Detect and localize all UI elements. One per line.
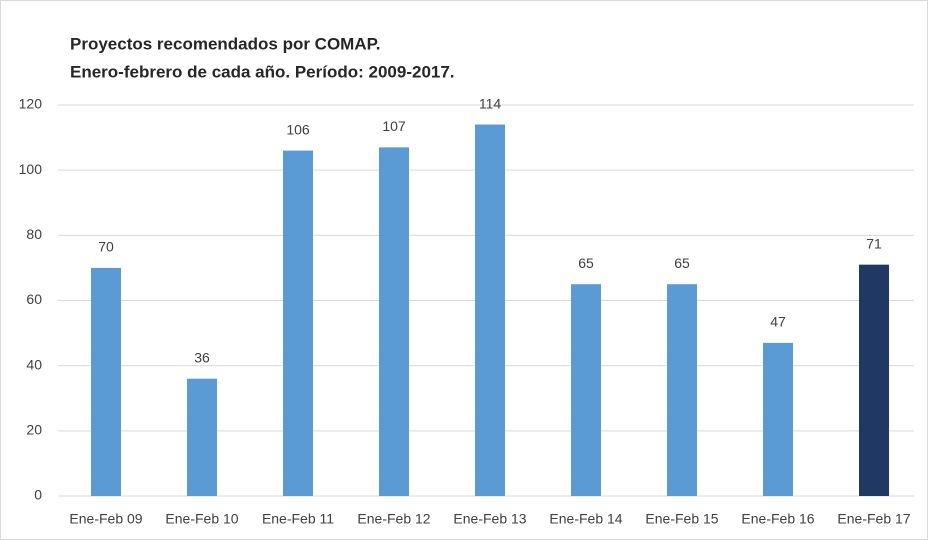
x-tick-label: Ene-Feb 15 — [645, 511, 718, 527]
data-label: 65 — [578, 255, 594, 271]
x-tick-label: Ene-Feb 16 — [741, 511, 814, 527]
y-tick-label: 40 — [26, 356, 42, 372]
x-tick-label: Ene-Feb 13 — [453, 511, 526, 527]
bar — [571, 284, 601, 496]
bar — [859, 264, 889, 496]
data-label: 106 — [286, 121, 310, 137]
y-tick-label: 60 — [26, 291, 42, 307]
bar — [91, 267, 121, 496]
x-tick-label: Ene-Feb 12 — [357, 511, 430, 527]
x-tick-label: Ene-Feb 09 — [69, 511, 142, 527]
data-label: 65 — [674, 255, 690, 271]
bar — [475, 124, 505, 497]
y-tick-label: 80 — [26, 226, 42, 242]
x-tick-label: Ene-Feb 14 — [549, 511, 622, 527]
data-label: 70 — [98, 239, 114, 255]
data-label: 114 — [479, 95, 502, 111]
data-label: 47 — [770, 314, 786, 330]
y-tick-label: 120 — [19, 96, 43, 112]
bar — [379, 147, 409, 496]
data-label: 107 — [382, 118, 406, 134]
x-tick-label: Ene-Feb 10 — [165, 511, 238, 527]
chart-subtitle: Enero-febrero de cada año. Período: 2009… — [70, 62, 455, 81]
x-tick-label: Ene-Feb 11 — [262, 511, 334, 527]
bar — [187, 378, 217, 496]
y-tick-label: 100 — [19, 161, 43, 177]
x-tick-label: Ene-Feb 17 — [837, 511, 910, 527]
y-tick-label: 0 — [34, 487, 42, 503]
data-label: 36 — [194, 349, 210, 365]
data-label: 71 — [866, 235, 882, 251]
chart-title: Proyectos recomendados por COMAP. — [70, 34, 381, 53]
bar — [283, 150, 313, 496]
bar — [667, 284, 697, 496]
bar — [763, 342, 793, 496]
y-tick-label: 20 — [26, 422, 42, 438]
